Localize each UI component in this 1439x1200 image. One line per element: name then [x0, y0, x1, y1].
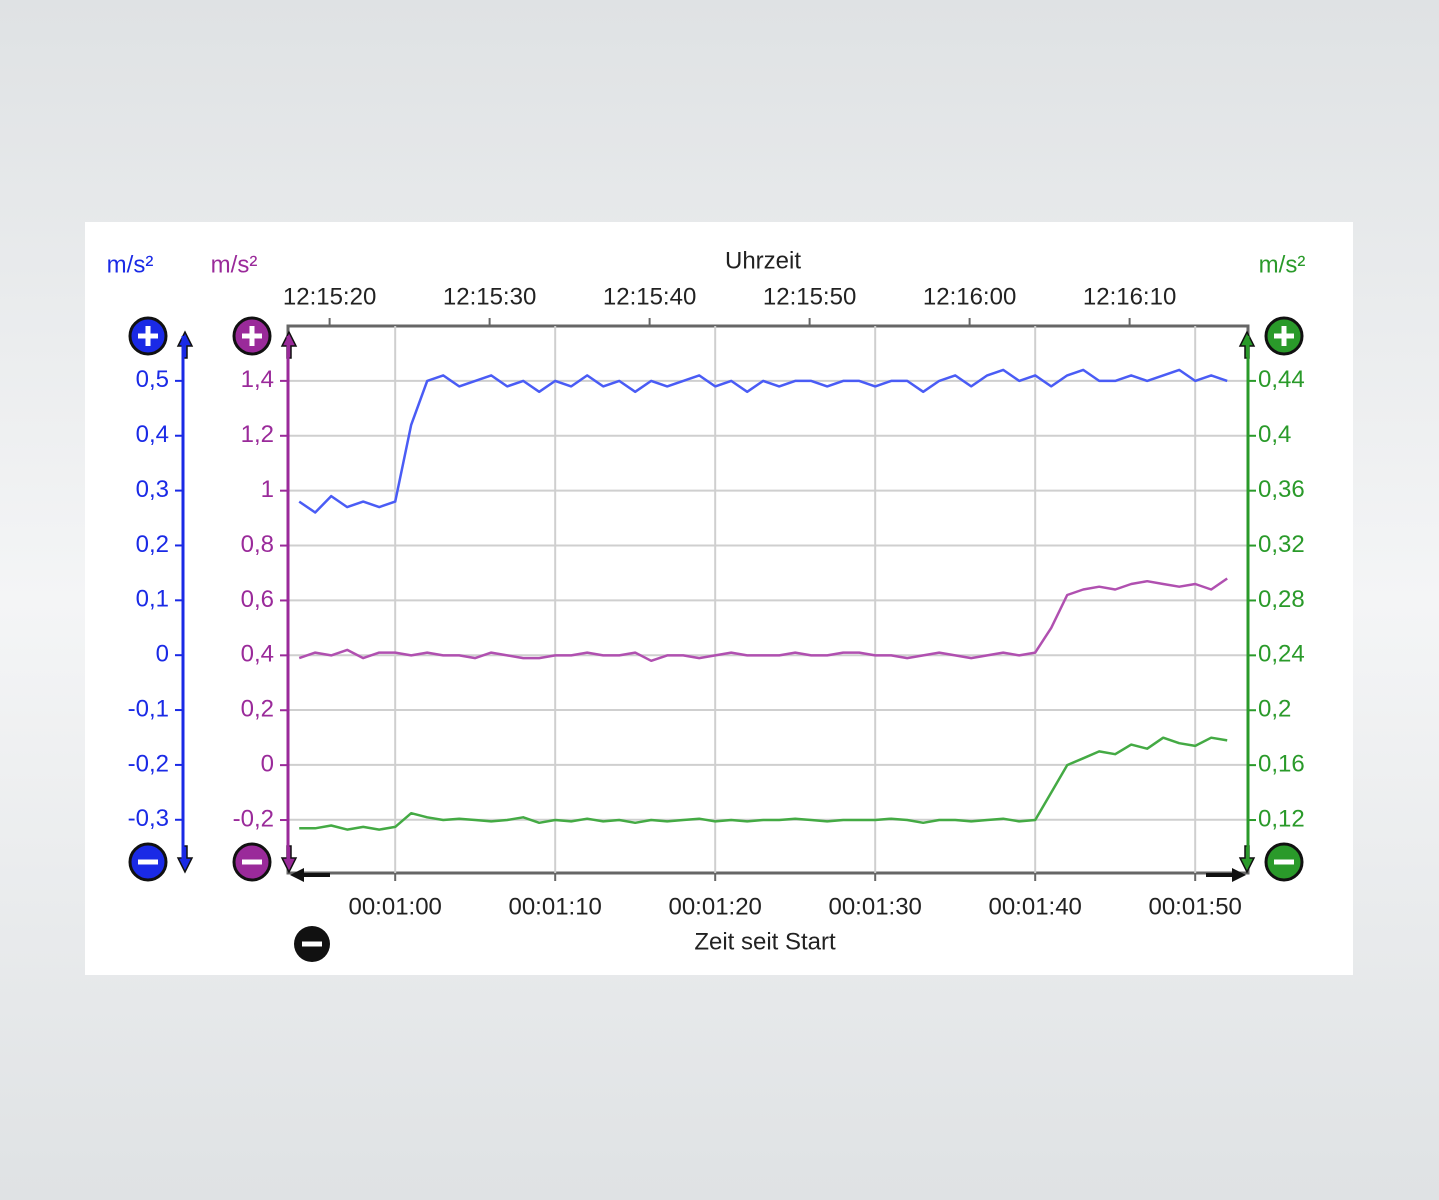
y3-tick-label: 0,24	[1258, 641, 1305, 668]
y-tick-label: 0,2	[136, 531, 169, 558]
y-tick-label: 0	[156, 641, 169, 668]
y2-tick-label: 0,2	[241, 696, 274, 723]
y2-tick-label: 1	[261, 476, 274, 503]
y2-unit: m/s²	[211, 251, 258, 278]
zoom-in-y3[interactable]	[1264, 316, 1304, 356]
zoom-out-y2[interactable]	[232, 842, 272, 882]
series-line	[299, 736, 1228, 831]
y2-tick-label: 0,4	[241, 641, 274, 668]
y-tick-label: 0,1	[136, 586, 169, 613]
y3-tick-label: 0,2	[1258, 696, 1291, 723]
y3-tick-label: 0,36	[1258, 476, 1305, 503]
arrow-up[interactable]	[176, 330, 194, 359]
x-tick-label: 00:01:20	[668, 893, 761, 920]
y-unit: m/s²	[107, 251, 154, 278]
y-tick-label: -0,3	[128, 805, 169, 832]
y-tick-label: 0,4	[136, 421, 169, 448]
zoom-buttons	[128, 316, 1304, 962]
x2-tick-label: 12:15:30	[443, 283, 536, 310]
x-tick-label: 00:01:50	[1148, 893, 1241, 920]
x2-tick-label: 12:15:20	[283, 283, 376, 310]
y-tick-label: 0,5	[136, 366, 169, 393]
arrow-left[interactable]	[290, 868, 330, 882]
x2-tick-label: 12:16:00	[923, 283, 1016, 310]
y3-tick-label: 0,32	[1258, 531, 1305, 558]
y3-tick-label: 0,28	[1258, 586, 1305, 613]
y-tick-label: -0,2	[128, 750, 169, 777]
x2-tick-label: 12:15:50	[763, 283, 856, 310]
zoom-out-x[interactable]	[294, 926, 330, 962]
chart-panel	[85, 222, 1353, 975]
y2-tick-label: -0,2	[233, 805, 274, 832]
y2-tick-label: 1,4	[241, 366, 274, 393]
y-tick-label: -0,1	[128, 695, 169, 722]
series-line	[298, 368, 1228, 514]
zoom-in-y[interactable]	[128, 316, 168, 356]
y3-tick-label: 0,44	[1258, 366, 1305, 393]
x-tick-label: 00:01:10	[508, 893, 601, 920]
y2-tick-label: 1,2	[241, 421, 274, 448]
zoom-out-y3[interactable]	[1264, 842, 1304, 882]
x-tick-label: 00:01:30	[828, 893, 921, 920]
zoom-out-y[interactable]	[128, 842, 168, 882]
y2-tick-label: 0,8	[241, 531, 274, 558]
y3-tick-label: 0,4	[1258, 421, 1291, 448]
y2-tick-label: 0	[261, 750, 274, 777]
y2-tick-label: 0,6	[241, 586, 274, 613]
y3-tick-label: 0,12	[1258, 805, 1305, 832]
top-axis-title: Uhrzeit	[725, 247, 801, 274]
x2-tick-label: 12:16:10	[1083, 283, 1176, 310]
x-axis-title: Zeit seit Start	[694, 928, 836, 955]
x-tick-label: 00:01:00	[348, 893, 441, 920]
x2-tick-label: 12:15:40	[603, 283, 696, 310]
arrow-down[interactable]	[176, 845, 194, 874]
zoom-in-y2[interactable]	[232, 316, 272, 356]
y3-tick-label: 0,16	[1258, 750, 1305, 777]
arrow-right[interactable]	[1206, 868, 1246, 882]
y3-unit: m/s²	[1259, 251, 1306, 278]
series-line	[298, 577, 1228, 663]
x-tick-label: 00:01:40	[988, 893, 1081, 920]
y-tick-label: 0,3	[136, 476, 169, 503]
